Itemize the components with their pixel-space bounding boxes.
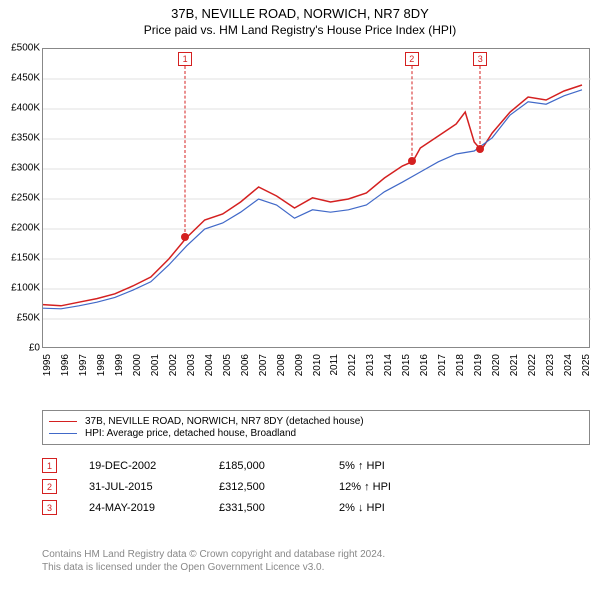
x-axis-label: 1998 bbox=[96, 354, 107, 376]
footer-line: This data is licensed under the Open Gov… bbox=[42, 561, 590, 574]
x-axis-label: 2018 bbox=[455, 354, 466, 376]
sale-index-badge: 2 bbox=[42, 479, 57, 494]
y-axis-label: £100K bbox=[0, 283, 40, 294]
x-axis-label: 2021 bbox=[509, 354, 520, 376]
y-axis-label: £200K bbox=[0, 223, 40, 234]
x-axis-label: 2015 bbox=[401, 354, 412, 376]
x-axis-label: 2024 bbox=[563, 354, 574, 376]
y-axis-label: £300K bbox=[0, 163, 40, 174]
sale-marker-line bbox=[480, 66, 481, 149]
sale-row: 2 31-JUL-2015£312,50012% ↑ HPI bbox=[42, 479, 590, 494]
x-axis-label: 2020 bbox=[491, 354, 502, 376]
legend: 37B, NEVILLE ROAD, NORWICH, NR7 8DY (det… bbox=[42, 410, 590, 445]
footer: Contains HM Land Registry data © Crown c… bbox=[42, 548, 590, 574]
x-axis-label: 2009 bbox=[294, 354, 305, 376]
sale-marker-dot bbox=[476, 145, 484, 153]
page-subtitle: Price paid vs. HM Land Registry's House … bbox=[0, 23, 600, 37]
x-axis-label: 2025 bbox=[581, 354, 592, 376]
legend-swatch bbox=[49, 421, 77, 422]
x-axis-label: 2012 bbox=[347, 354, 358, 376]
legend-label: 37B, NEVILLE ROAD, NORWICH, NR7 8DY (det… bbox=[85, 416, 364, 427]
sale-row: 3 24-MAY-2019£331,5002% ↓ HPI bbox=[42, 500, 590, 515]
sale-marker-badge: 2 bbox=[405, 52, 419, 66]
sale-delta: 5% ↑ HPI bbox=[339, 460, 459, 472]
legend-label: HPI: Average price, detached house, Broa… bbox=[85, 428, 296, 439]
plot-area bbox=[42, 48, 590, 348]
sale-delta: 2% ↓ HPI bbox=[339, 502, 459, 514]
sale-delta: 12% ↑ HPI bbox=[339, 481, 459, 493]
sale-date: 19-DEC-2002 bbox=[89, 460, 219, 472]
x-axis-label: 1996 bbox=[60, 354, 71, 376]
x-axis-label: 2000 bbox=[132, 354, 143, 376]
x-axis-label: 2008 bbox=[276, 354, 287, 376]
y-axis-label: £50K bbox=[0, 313, 40, 324]
sales-table: 1 19-DEC-2002£185,0005% ↑ HPI 2 31-JUL-2015… bbox=[42, 452, 590, 521]
x-axis-label: 2011 bbox=[329, 354, 340, 376]
x-axis-label: 2014 bbox=[383, 354, 394, 376]
x-axis-label: 2016 bbox=[419, 354, 430, 376]
x-axis-label: 2005 bbox=[222, 354, 233, 376]
x-axis-label: 2023 bbox=[545, 354, 556, 376]
x-axis-label: 1997 bbox=[78, 354, 89, 376]
legend-item-hpi: HPI: Average price, detached house, Broa… bbox=[49, 428, 583, 439]
x-axis-label: 2019 bbox=[473, 354, 484, 376]
x-axis-label: 2013 bbox=[365, 354, 376, 376]
x-axis-label: 2022 bbox=[527, 354, 538, 376]
sale-price: £185,000 bbox=[219, 460, 339, 472]
sale-index-badge: 3 bbox=[42, 500, 57, 515]
sale-index-badge: 1 bbox=[42, 458, 57, 473]
legend-swatch bbox=[49, 433, 77, 434]
y-axis-label: £150K bbox=[0, 253, 40, 264]
x-axis-label: 2010 bbox=[312, 354, 323, 376]
x-axis-label: 1995 bbox=[42, 354, 53, 376]
sale-price: £312,500 bbox=[219, 481, 339, 493]
sale-row: 1 19-DEC-2002£185,0005% ↑ HPI bbox=[42, 458, 590, 473]
x-axis-label: 2017 bbox=[437, 354, 448, 376]
y-axis-label: £350K bbox=[0, 133, 40, 144]
x-axis-label: 2004 bbox=[204, 354, 215, 376]
sale-date: 31-JUL-2015 bbox=[89, 481, 219, 493]
y-axis-label: £250K bbox=[0, 193, 40, 204]
sale-marker-dot bbox=[408, 157, 416, 165]
sale-marker-line bbox=[185, 66, 186, 237]
page-title: 37B, NEVILLE ROAD, NORWICH, NR7 8DY bbox=[0, 0, 600, 21]
x-axis-label: 2007 bbox=[258, 354, 269, 376]
x-axis-label: 2001 bbox=[150, 354, 161, 376]
x-axis-label: 2003 bbox=[186, 354, 197, 376]
y-axis-label: £0 bbox=[0, 343, 40, 354]
x-axis-label: 1999 bbox=[114, 354, 125, 376]
sale-price: £331,500 bbox=[219, 502, 339, 514]
sale-marker-badge: 1 bbox=[178, 52, 192, 66]
sale-marker-badge: 3 bbox=[473, 52, 487, 66]
chart: £0£50K£100K£150K£200K£250K£300K£350K£400… bbox=[42, 48, 590, 368]
sale-marker-line bbox=[411, 66, 412, 161]
y-axis-label: £450K bbox=[0, 73, 40, 84]
sale-date: 24-MAY-2019 bbox=[89, 502, 219, 514]
x-axis-label: 2006 bbox=[240, 354, 251, 376]
y-axis-label: £400K bbox=[0, 103, 40, 114]
sale-marker-dot bbox=[181, 233, 189, 241]
footer-line: Contains HM Land Registry data © Crown c… bbox=[42, 548, 590, 561]
y-axis-label: £500K bbox=[0, 43, 40, 54]
x-axis-label: 2002 bbox=[168, 354, 179, 376]
legend-item-property: 37B, NEVILLE ROAD, NORWICH, NR7 8DY (det… bbox=[49, 416, 583, 427]
